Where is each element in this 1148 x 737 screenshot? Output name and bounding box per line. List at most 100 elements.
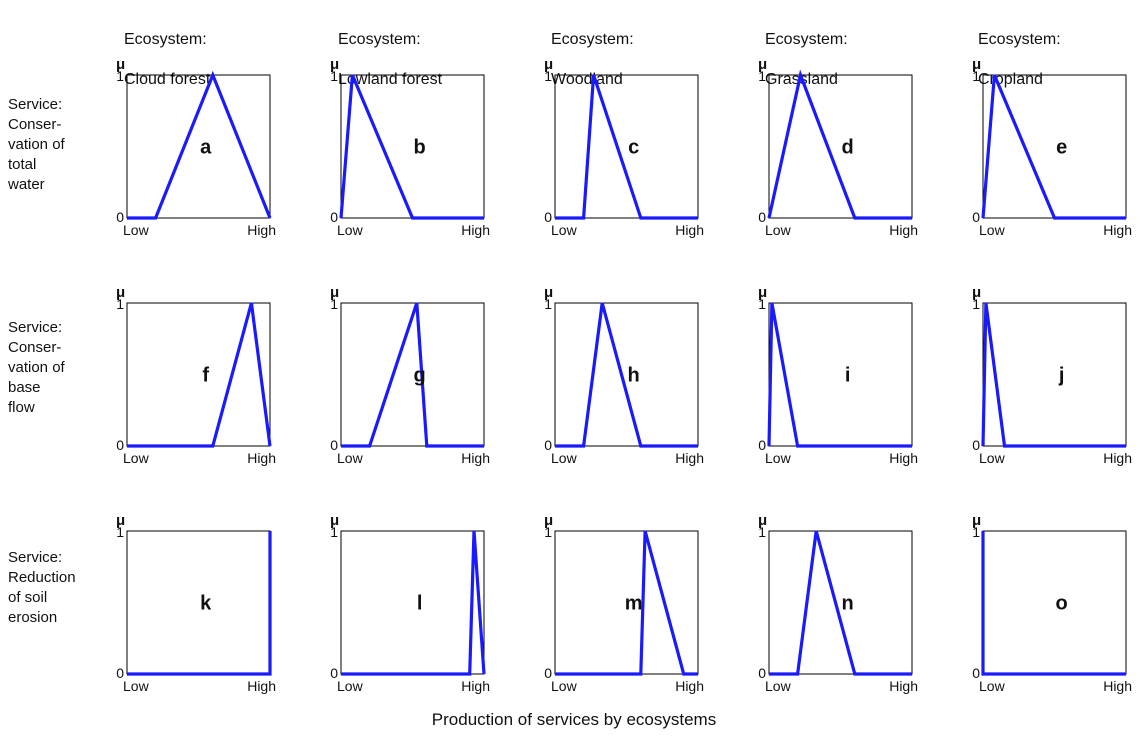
y-tick-label: 1 [544, 68, 552, 84]
y-tick-label: 1 [544, 524, 552, 540]
membership-line [767, 69, 912, 220]
membership-line [339, 74, 484, 220]
y-axis-symbol: μ [116, 512, 125, 529]
panel-label: g [414, 365, 426, 387]
panel-frame [340, 302, 485, 447]
row-header-total-water: Service: Conser- vation of total water [8, 96, 65, 193]
panel-frame [126, 74, 271, 219]
y-tick-label: 1 [758, 524, 766, 540]
x-tick-label-low: Low [123, 222, 150, 238]
x-tick-label-high: High [889, 450, 918, 466]
y-tick-label: 0 [758, 209, 766, 225]
y-tick-label: 0 [758, 437, 766, 453]
membership-line [981, 302, 1126, 448]
x-tick-label-low: Low [337, 678, 364, 694]
panel-label: i [845, 365, 851, 387]
column-header-line1: Ecosystem: [978, 31, 1061, 48]
x-tick-label-low: Low [123, 450, 150, 466]
x-tick-label-high: High [1103, 222, 1132, 238]
x-tick-label-high: High [247, 222, 276, 238]
y-axis-symbol: μ [544, 284, 553, 301]
y-axis-symbol: μ [116, 56, 125, 73]
x-tick-label-low: Low [551, 450, 578, 466]
x-tick-label-high: High [247, 450, 276, 466]
membership-line [981, 74, 1126, 220]
x-tick-label-low: Low [765, 678, 792, 694]
panel-label: l [417, 593, 423, 615]
panel-frame [554, 302, 699, 447]
x-axis-title: Production of services by ecosystems [431, 710, 717, 729]
x-tick-label-high: High [675, 222, 704, 238]
x-tick-label-high: High [1103, 450, 1132, 466]
x-tick-label-high: High [247, 678, 276, 694]
y-tick-label: 1 [972, 68, 980, 84]
y-tick-label: 1 [544, 296, 552, 312]
membership-line [767, 302, 912, 448]
membership-line [127, 531, 272, 676]
y-tick-label: 0 [972, 665, 980, 681]
panel-label: c [628, 137, 639, 159]
y-axis-symbol: μ [544, 56, 553, 73]
y-axis-symbol: μ [330, 284, 339, 301]
y-tick-label: 1 [972, 296, 980, 312]
column-header-line1: Ecosystem: [765, 31, 848, 48]
y-axis-symbol: μ [330, 512, 339, 529]
panel-frame [126, 530, 271, 675]
y-tick-label: 0 [972, 437, 980, 453]
membership-line [555, 530, 698, 676]
y-tick-label: 0 [544, 209, 552, 225]
y-axis-symbol: μ [972, 56, 981, 73]
panel-frame [554, 74, 699, 219]
y-axis-symbol: μ [758, 284, 767, 301]
membership-line [769, 530, 912, 676]
y-tick-label: 1 [758, 68, 766, 84]
panel-frame [340, 530, 485, 675]
column-header-line1: Ecosystem: [338, 31, 421, 48]
panel-label: k [200, 593, 212, 615]
membership-line [555, 302, 698, 448]
x-tick-label-low: Low [551, 678, 578, 694]
y-tick-label: 1 [972, 524, 980, 540]
panel-frame [768, 74, 913, 219]
x-tick-label-low: Low [979, 678, 1006, 694]
y-axis-symbol: μ [758, 56, 767, 73]
y-tick-label: 1 [116, 68, 124, 84]
x-tick-label-high: High [461, 222, 490, 238]
y-axis-symbol: μ [972, 512, 981, 529]
row-header-soil-erosion: Service: Reduction of soil erosion [8, 549, 76, 626]
y-axis-symbol: μ [972, 284, 981, 301]
x-tick-label-low: Low [551, 222, 578, 238]
y-tick-label: 0 [544, 665, 552, 681]
x-tick-label-high: High [675, 678, 704, 694]
panel-label: b [414, 137, 426, 159]
y-tick-label: 0 [116, 437, 124, 453]
y-axis-symbol: μ [544, 512, 553, 529]
y-tick-label: 0 [330, 209, 338, 225]
panel-label: a [200, 137, 212, 159]
y-tick-label: 0 [758, 665, 766, 681]
x-tick-label-high: High [461, 678, 490, 694]
membership-line [341, 530, 486, 676]
y-tick-label: 0 [330, 437, 338, 453]
y-tick-label: 1 [330, 68, 338, 84]
x-tick-label-high: High [461, 450, 490, 466]
x-tick-label-high: High [889, 678, 918, 694]
x-tick-label-low: Low [765, 450, 792, 466]
y-tick-label: 1 [116, 524, 124, 540]
y-tick-label: 1 [116, 296, 124, 312]
x-tick-label-high: High [889, 222, 918, 238]
column-header-line1: Ecosystem: [551, 31, 634, 48]
panel-label: d [842, 137, 854, 159]
